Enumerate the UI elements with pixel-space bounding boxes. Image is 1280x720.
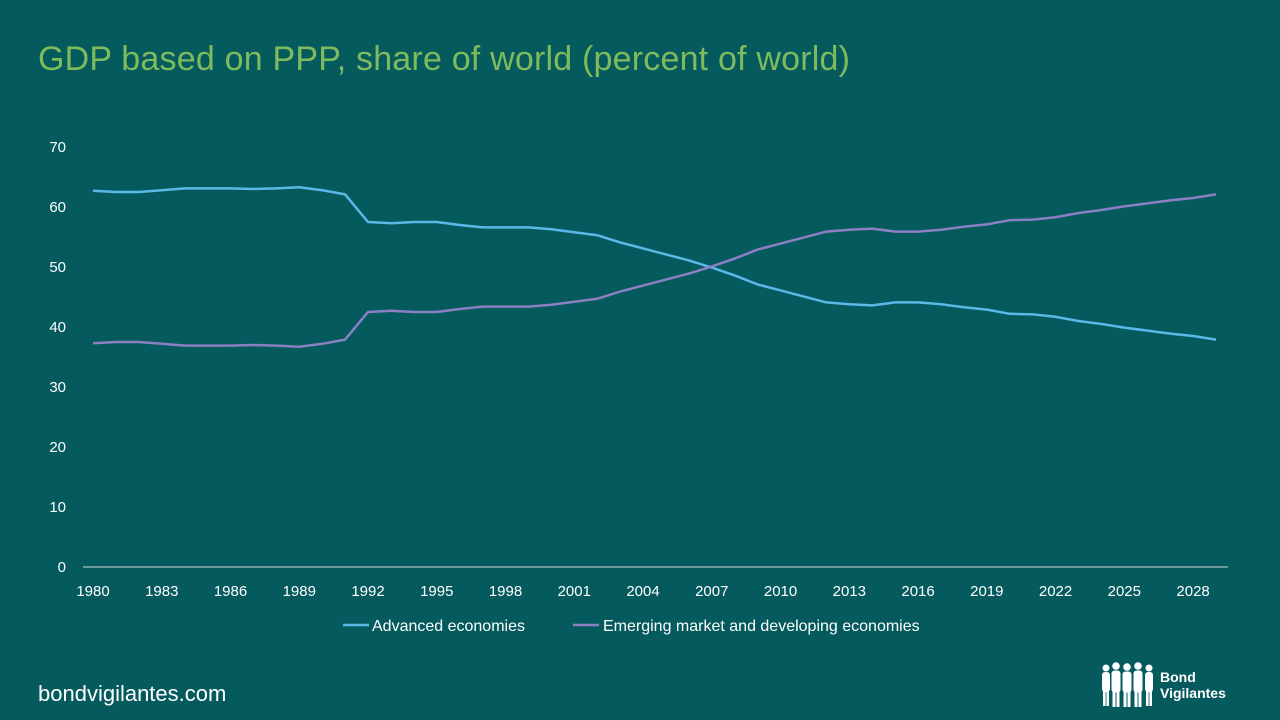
page-title: GDP based on PPP, share of world (percen… bbox=[38, 40, 851, 78]
x-tick-label: 1980 bbox=[76, 583, 109, 600]
y-tick-label: 10 bbox=[49, 499, 66, 516]
y-tick-label: 40 bbox=[49, 319, 66, 336]
x-tick-label: 1986 bbox=[214, 583, 247, 600]
y-tick-label: 60 bbox=[49, 199, 66, 216]
x-tick-label: 1983 bbox=[145, 583, 178, 600]
series-line-emerging bbox=[92, 193, 1217, 349]
x-tick-label: 1989 bbox=[283, 583, 316, 600]
brand-logo: Bond Vigilantes bbox=[1100, 662, 1226, 708]
brand-name-line1: Bond bbox=[1160, 669, 1196, 685]
x-tick-label: 1998 bbox=[489, 583, 522, 600]
x-tick-label: 2010 bbox=[764, 583, 797, 600]
x-axis-labels: 1980 1983 1986 1989 1992 1995 1998 2001 2004 2007… bbox=[76, 583, 1209, 600]
x-tick-label: 2013 bbox=[833, 583, 866, 600]
x-tick-label: 2025 bbox=[1108, 583, 1141, 600]
x-tick-label: 2028 bbox=[1176, 583, 1209, 600]
series-line-advanced bbox=[92, 185, 1217, 341]
x-tick-label: 2004 bbox=[626, 583, 659, 600]
x-tick-label: 2016 bbox=[901, 583, 934, 600]
y-tick-label: 0 bbox=[58, 559, 66, 576]
x-tick-label: 2019 bbox=[970, 583, 1003, 600]
legend-label: Advanced economies bbox=[372, 618, 525, 635]
footer-url[interactable]: bondvigilantes.com bbox=[38, 681, 227, 706]
x-tick-label: 2001 bbox=[558, 583, 591, 600]
legend-label: Emerging market and developing economies bbox=[603, 618, 920, 635]
x-tick-label: 1992 bbox=[351, 583, 384, 600]
x-tick-label: 2022 bbox=[1039, 583, 1072, 600]
brand-name-line2: Vigilantes bbox=[1160, 685, 1226, 701]
series-lines bbox=[92, 185, 1217, 349]
y-tick-label: 30 bbox=[49, 379, 66, 396]
legend: Advanced economies Emerging market and de… bbox=[343, 618, 920, 635]
y-tick-label: 20 bbox=[49, 439, 66, 456]
y-tick-label: 70 bbox=[49, 139, 66, 156]
x-tick-label: 2007 bbox=[695, 583, 728, 600]
y-axis-labels: 0 10 20 30 40 50 60 70 bbox=[49, 139, 66, 576]
y-tick-label: 50 bbox=[49, 259, 66, 276]
x-tick-label: 1995 bbox=[420, 583, 453, 600]
people-silhouette-icon bbox=[1102, 662, 1153, 707]
